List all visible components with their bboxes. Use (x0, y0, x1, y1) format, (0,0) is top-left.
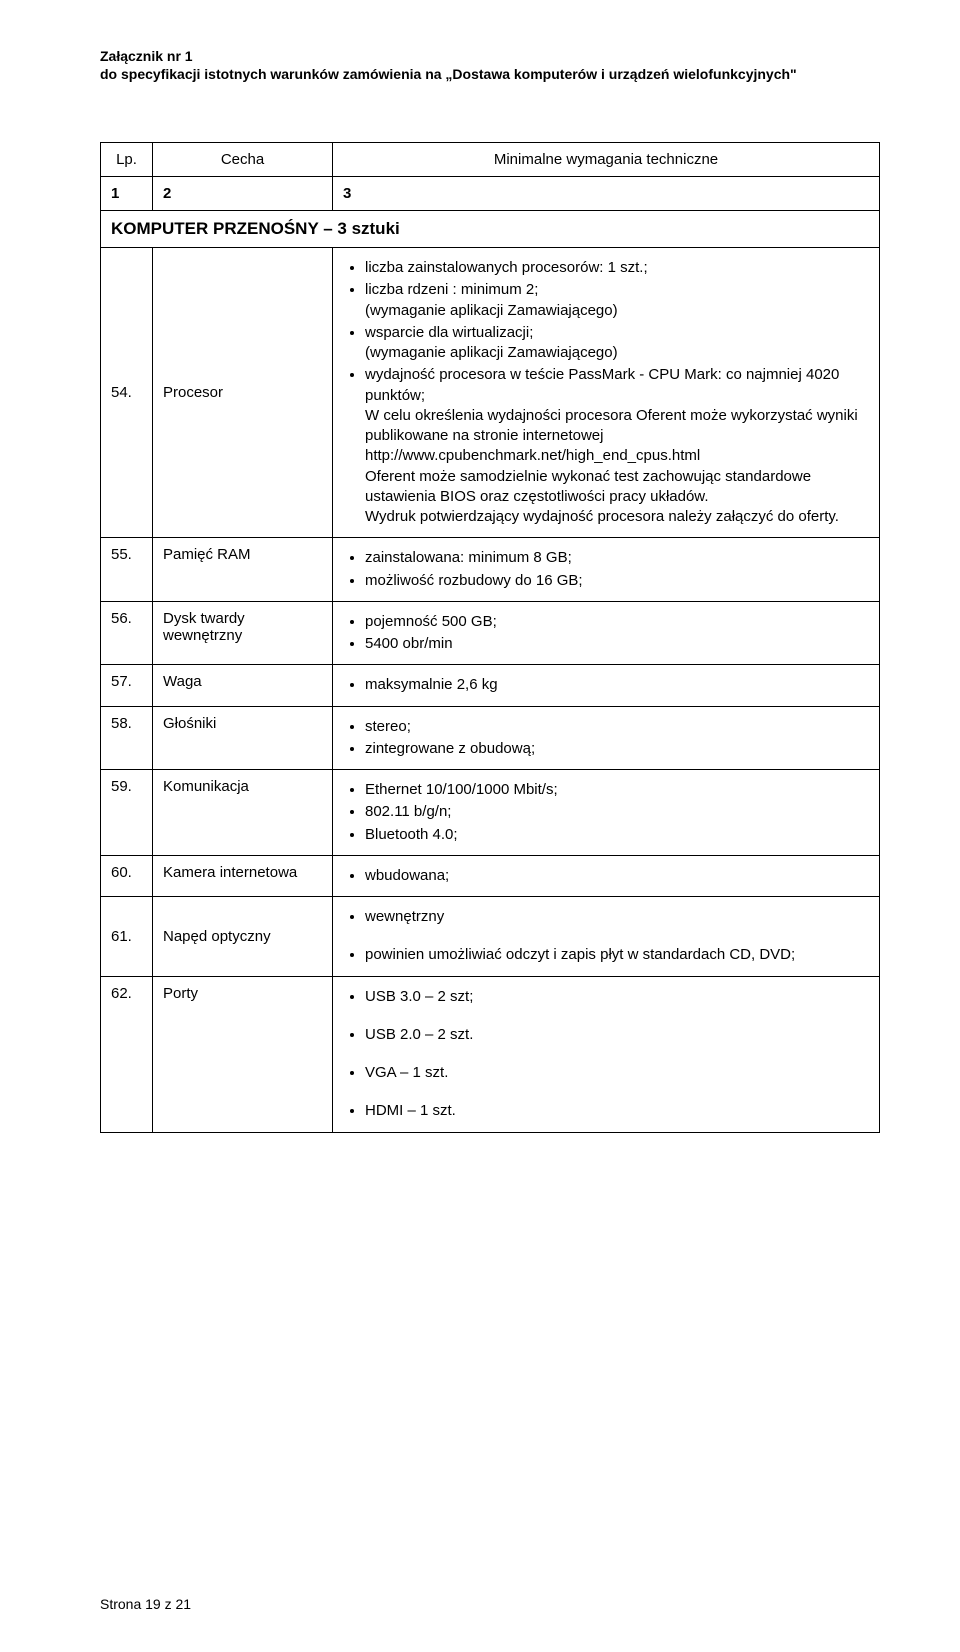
hdr-n1: 1 (101, 177, 153, 211)
table-row: 55.Pamięć RAMzainstalowana: minimum 8 GB… (101, 538, 880, 602)
req-item: wydajność procesora w teście PassMark - … (365, 365, 869, 527)
req-item: możliwość rozbudowy do 16 GB; (365, 571, 869, 591)
cell-req: Ethernet 10/100/1000 Mbit/s;802.11 b/g/n… (333, 770, 880, 856)
req-item: maksymalnie 2,6 kg (365, 675, 869, 695)
cell-lp: 54. (101, 248, 153, 538)
req-list: VGA – 1 szt. (343, 1063, 869, 1083)
req-list: wewnętrzny powinien umożliwiać odczyt i z… (343, 907, 869, 966)
req-list: HDMI – 1 szt. (343, 1101, 869, 1121)
table-row: 62.Porty USB 3.0 – 2 szt; USB 2.0 – 2 szt.… (101, 976, 880, 1132)
cell-lp: 55. (101, 538, 153, 602)
cell-lp: 61. (101, 897, 153, 977)
cell-cecha: Napęd optyczny (153, 897, 333, 977)
table-row: 59.KomunikacjaEthernet 10/100/1000 Mbit/… (101, 770, 880, 856)
req-item: zainstalowana: minimum 8 GB; (365, 548, 869, 568)
req-list: maksymalnie 2,6 kg (343, 675, 869, 695)
req-item: zintegrowane z obudową; (365, 739, 869, 759)
table-row: 61.Napęd optyczny wewnętrzny powinien umoż… (101, 897, 880, 977)
cell-req: USB 3.0 – 2 szt; USB 2.0 – 2 szt. VGA – 1 … (333, 976, 880, 1132)
req-list: stereo;zintegrowane z obudową; (343, 717, 869, 760)
req-item: HDMI – 1 szt. (365, 1101, 869, 1121)
req-list: USB 2.0 – 2 szt. (343, 1025, 869, 1045)
cell-req: pojemność 500 GB;5400 obr/min (333, 601, 880, 665)
section-row: KOMPUTER PRZENOŚNY – 3 sztuki (101, 211, 880, 248)
cell-lp: 57. (101, 665, 153, 706)
cell-cecha: Procesor (153, 248, 333, 538)
hdr-req: Minimalne wymagania techniczne (333, 143, 880, 177)
table-row: 57.Waga maksymalnie 2,6 kg (101, 665, 880, 706)
req-list: wbudowana; (343, 866, 869, 886)
req-item: liczba zainstalowanych procesorów: 1 szt… (365, 258, 869, 278)
req-item: 5400 obr/min (365, 634, 869, 654)
cell-lp: 62. (101, 976, 153, 1132)
section-title: KOMPUTER PRZENOŚNY – 3 sztuki (101, 211, 880, 248)
cell-req: maksymalnie 2,6 kg (333, 665, 880, 706)
hdr-cecha: Cecha (153, 143, 333, 177)
cell-cecha: Głośniki (153, 706, 333, 770)
req-list: Ethernet 10/100/1000 Mbit/s;802.11 b/g/n… (343, 780, 869, 845)
cell-lp: 58. (101, 706, 153, 770)
req-item: liczba rdzeni : minimum 2;(wymaganie apl… (365, 280, 869, 321)
attachment-subtitle: do specyfikacji istotnych warunków zamów… (100, 66, 880, 82)
cell-cecha: Kamera internetowa (153, 855, 333, 896)
req-item: wsparcie dla wirtualizacji;(wymaganie ap… (365, 323, 869, 364)
cell-req: liczba zainstalowanych procesorów: 1 szt… (333, 248, 880, 538)
req-item: USB 3.0 – 2 szt; (365, 987, 869, 1007)
cell-cecha: Waga (153, 665, 333, 706)
table-row: 58.Głośnikistereo;zintegrowane z obudową… (101, 706, 880, 770)
table-row: 54.Procesor liczba zainstalowanych proces… (101, 248, 880, 538)
header-row: Lp. Cecha Minimalne wymagania techniczne (101, 143, 880, 177)
cell-cecha: Pamięć RAM (153, 538, 333, 602)
req-item: powinien umożliwiać odczyt i zapis płyt … (365, 945, 869, 965)
hdr-n2: 2 (153, 177, 333, 211)
req-item: USB 2.0 – 2 szt. (365, 1025, 869, 1045)
page-footer: Strona 19 z 21 (100, 1596, 191, 1612)
req-item: pojemność 500 GB; (365, 612, 869, 632)
req-item: 802.11 b/g/n; (365, 802, 869, 822)
cell-lp: 56. (101, 601, 153, 665)
cell-cecha: Dysk twardy wewnętrzny (153, 601, 333, 665)
spec-table: Lp. Cecha Minimalne wymagania techniczne… (100, 142, 880, 1133)
req-item: Bluetooth 4.0; (365, 825, 869, 845)
cell-cecha: Komunikacja (153, 770, 333, 856)
req-list: liczba zainstalowanych procesorów: 1 szt… (343, 258, 869, 527)
hdr-lp: Lp. (101, 143, 153, 177)
cell-req: stereo;zintegrowane z obudową; (333, 706, 880, 770)
req-item: Ethernet 10/100/1000 Mbit/s; (365, 780, 869, 800)
req-item: stereo; (365, 717, 869, 737)
req-list: USB 3.0 – 2 szt; (343, 987, 869, 1007)
cell-lp: 60. (101, 855, 153, 896)
req-list: zainstalowana: minimum 8 GB; możliwość ro… (343, 548, 869, 591)
table-row: 56.Dysk twardy wewnętrznypojemność 500 G… (101, 601, 880, 665)
req-item: VGA – 1 szt. (365, 1063, 869, 1083)
hdr-n3: 3 (333, 177, 880, 211)
attachment-title: Załącznik nr 1 (100, 48, 880, 64)
cell-req: wbudowana; (333, 855, 880, 896)
num-header-row: 1 2 3 (101, 177, 880, 211)
cell-req: wewnętrzny powinien umożliwiać odczyt i z… (333, 897, 880, 977)
cell-req: zainstalowana: minimum 8 GB; możliwość ro… (333, 538, 880, 602)
cell-cecha: Porty (153, 976, 333, 1132)
table-row: 60.Kamera internetowa wbudowana; (101, 855, 880, 896)
req-list: pojemność 500 GB;5400 obr/min (343, 612, 869, 655)
cell-lp: 59. (101, 770, 153, 856)
req-item: wewnętrzny (365, 907, 869, 927)
req-item: wbudowana; (365, 866, 869, 886)
